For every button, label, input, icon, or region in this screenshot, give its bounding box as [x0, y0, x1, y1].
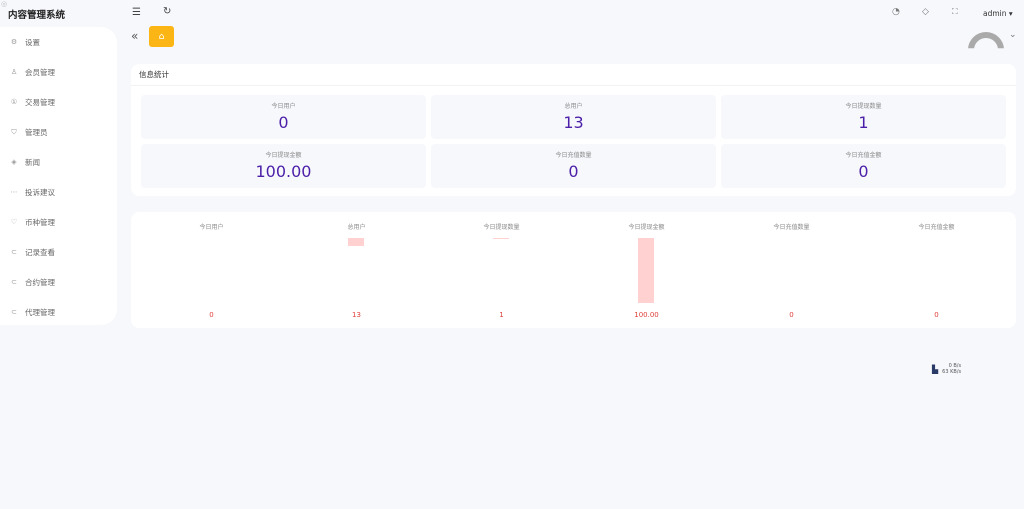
sidebar-item-label: 交易管理 — [25, 97, 55, 107]
stat-label: 今日用户 — [271, 103, 296, 110]
chart-data-label: 0 — [209, 311, 214, 319]
chart-data-label: 1 — [499, 311, 504, 319]
sidebar-item-label: 代理管理 — [25, 307, 55, 317]
loading-spinner-icon — [968, 32, 1004, 49]
stat-label: 总用户 — [564, 103, 583, 110]
stat-value: 0 — [568, 162, 579, 181]
chat-icon: ⋯ — [10, 188, 18, 196]
sidebar-item-label: 币种管理 — [25, 217, 55, 227]
chart-category-label: 总用户 — [347, 224, 366, 231]
app-title: 内容管理系统 — [8, 10, 66, 21]
stat-value: 13 — [563, 113, 584, 132]
stat-label: 今日提现金额 — [265, 152, 302, 159]
chart-category-label: 今日用户 — [199, 224, 224, 231]
sidebar: ⚙ 设置 ♙ 会员管理 ① 交易管理 ⛉ 管理员 ◈ 新闻 ⋯ 投诉建议 ♡ 币种管理 ⊂ 记录查看 ⊂ 合约管理… — [0, 27, 117, 325]
stat-card: 今日充值数量 0 — [431, 144, 716, 188]
sidebar-item[interactable]: ⊂ 代理管理 — [0, 297, 117, 327]
stat-card: 今日提现数量 1 — [721, 95, 1006, 139]
sidebar-item[interactable]: ♡ 币种管理 — [0, 207, 117, 237]
download-speed: 0 B/s — [948, 363, 962, 369]
user-icon: ♙ — [10, 68, 18, 76]
chart-column: 今日用户 0 — [139, 212, 284, 328]
stat-card: 今日用户 0 — [141, 95, 426, 139]
user-menu[interactable]: admin ▾ — [983, 9, 1013, 18]
stat-card: 今日充值金额 0 — [721, 144, 1006, 188]
stats-title: 信息统计 — [131, 64, 1016, 86]
agent-icon: ⊂ — [11, 308, 17, 316]
stat-value: 0 — [858, 162, 869, 181]
home-tab[interactable]: ⌂ — [149, 26, 174, 47]
chart-bar — [493, 238, 509, 239]
gear-icon: ⚙ — [10, 38, 18, 46]
stat-label: 今日充值数量 — [555, 152, 592, 159]
network-icon: ▙ — [932, 364, 939, 374]
refresh-icon[interactable]: ↻ — [163, 6, 172, 17]
chart-column: 今日充值金额 0 — [864, 212, 1009, 328]
contract-icon: ⊂ — [11, 278, 17, 286]
chart-bar — [348, 238, 364, 247]
stat-card: 总用户 13 — [431, 95, 716, 139]
stats-panel: 信息统计 今日用户 0 总用户 13 今日提现数量 1 今日提现金额 100.00 今日充值数量… — [131, 64, 1016, 196]
chart-category-label: 今日提现数量 — [483, 224, 520, 231]
sidebar-item[interactable]: ⊂ 合约管理 — [0, 267, 117, 297]
chart-column: 今日提现金额 100.00 — [574, 212, 719, 328]
chart-column: 今日充值数量 0 — [719, 212, 864, 328]
chart-data-label: 0 — [789, 311, 794, 319]
collapse-icon[interactable]: « — [131, 29, 139, 43]
stat-value: 1 — [858, 113, 869, 132]
sidebar-item-label: 合约管理 — [25, 277, 55, 287]
chevron-down-icon[interactable]: ⌄ — [1009, 30, 1017, 40]
coin-icon: ① — [10, 98, 18, 106]
username: admin — [983, 9, 1007, 18]
sidebar-item[interactable]: ◈ 新闻 — [0, 147, 117, 177]
chart-column: 总用户 13 — [284, 212, 429, 328]
heart-icon: ♡ — [10, 218, 18, 226]
sidebar-item[interactable]: ⚙ 设置 — [0, 27, 117, 57]
upload-speed: 63 KB/s — [942, 369, 962, 375]
stat-value: 0 — [278, 113, 289, 132]
corner-icon: ◎ — [1, 0, 8, 8]
sidebar-item-label: 记录查看 — [25, 247, 55, 257]
sidebar-item[interactable]: ♙ 会员管理 — [0, 57, 117, 87]
chart-data-label: 100.00 — [634, 311, 659, 319]
sidebar-item[interactable]: ⋯ 投诉建议 — [0, 177, 117, 207]
stat-value: 100.00 — [255, 162, 312, 181]
sidebar-item-label: 会员管理 — [25, 67, 55, 77]
menu-toggle-icon[interactable]: ☰ — [132, 7, 141, 18]
tag-icon: ◈ — [11, 158, 17, 166]
chart-data-label: 0 — [934, 311, 939, 319]
sidebar-item[interactable]: ⛉ 管理员 — [0, 117, 117, 147]
sidebar-item-label: 管理员 — [25, 127, 48, 137]
stat-label: 今日提现数量 — [845, 103, 882, 110]
chart-category-label: 今日充值数量 — [773, 224, 810, 231]
chart-category-label: 今日提现金额 — [628, 224, 665, 231]
record-icon: ⊂ — [11, 248, 17, 256]
sidebar-item[interactable]: ⊂ 记录查看 — [0, 237, 117, 267]
network-widget: ▙ 0 B/s 63 KB/s — [932, 363, 961, 375]
sidebar-item-label: 新闻 — [25, 157, 40, 167]
stats-chart: 今日用户 0 总用户 13 今日提现数量 1 今日提现金额 100.00 今日充值数量 0 今日充值… — [131, 212, 1016, 328]
sidebar-item-label: 投诉建议 — [25, 187, 55, 197]
sidebar-item[interactable]: ① 交易管理 — [0, 87, 117, 117]
theme-icon[interactable]: ◔ — [892, 7, 900, 17]
tag-icon[interactable]: ◇ — [922, 7, 929, 17]
stat-label: 今日充值金额 — [845, 152, 882, 159]
chart-data-label: 13 — [352, 311, 361, 319]
fullscreen-icon[interactable]: ⛶ — [952, 7, 958, 16]
stat-card: 今日提现金额 100.00 — [141, 144, 426, 188]
chart-column: 今日提现数量 1 — [429, 212, 574, 328]
home-icon: ⌂ — [158, 31, 165, 42]
sidebar-item-label: 设置 — [25, 37, 40, 47]
shield-icon: ⛉ — [11, 127, 17, 136]
chart-bar — [638, 238, 654, 303]
chart-category-label: 今日充值金额 — [918, 224, 955, 231]
